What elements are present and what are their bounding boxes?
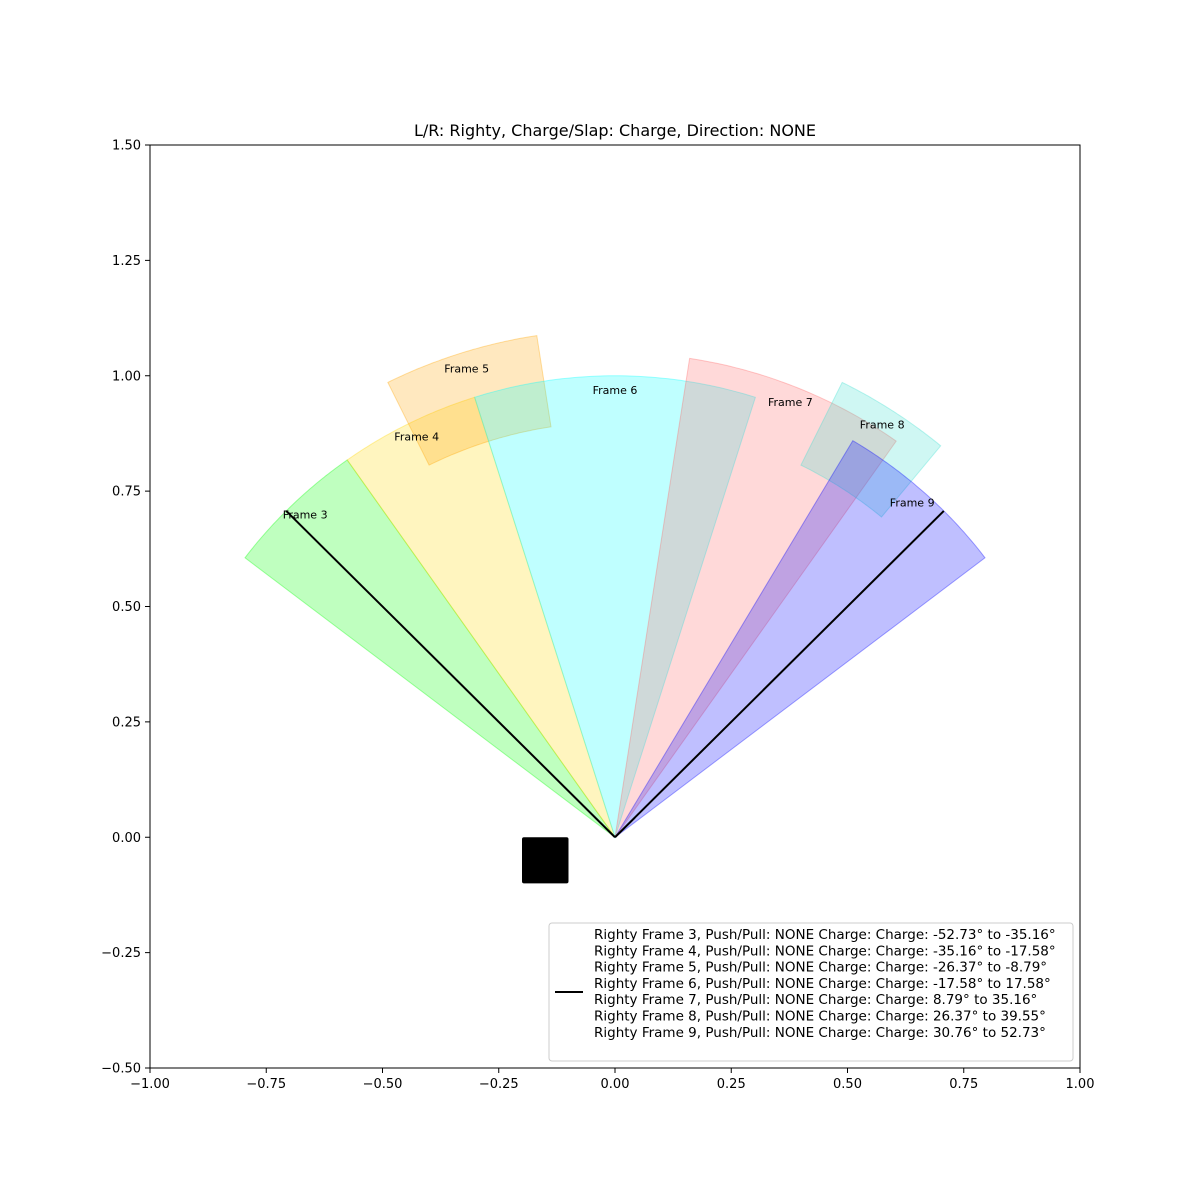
square-marker — [522, 837, 569, 884]
y-axis: −0.50 −0.25 0.00 0.25 0.50 0.75 1.00 1.25 1.50 — [101, 139, 150, 1077]
legend-box — [548, 922, 1074, 1062]
y-tick-label: 1.00 — [112, 369, 141, 384]
frame-wedges — [244, 335, 986, 839]
y-tick-label: 1.25 — [112, 254, 141, 269]
wedge-frame-7 — [614, 357, 897, 838]
legend-entry: Righty Frame 5, Push/Pull: NONE Charge: … — [594, 960, 1047, 976]
y-tick-label: 0.75 — [112, 485, 141, 500]
frame-label-8: Frame 8 — [860, 418, 905, 431]
frame-label-7: Frame 7 — [768, 396, 813, 409]
legend-entry: Righty Frame 7, Push/Pull: NONE Charge: … — [594, 992, 1037, 1008]
y-tick-label: −0.25 — [101, 946, 141, 961]
x-tick-label: −0.50 — [363, 1077, 403, 1092]
frame-label-5: Frame 5 — [444, 363, 489, 376]
wedge-frame-5 — [387, 335, 552, 466]
x-tick-label: −0.75 — [246, 1077, 286, 1092]
frame-labels: Frame 3 Frame 4 Frame 5 Frame 6 Frame 7 Frame… — [283, 363, 935, 522]
x-tick-label: 1.00 — [1066, 1077, 1095, 1092]
frame-label-6: Frame 6 — [593, 384, 638, 397]
x-tick-label: −1.00 — [130, 1077, 170, 1092]
wedge-frame-4 — [346, 396, 616, 838]
x-tick-label: −0.25 — [479, 1077, 519, 1092]
wedge-frame-6 — [473, 375, 757, 839]
x-tick-label: 0.25 — [717, 1077, 746, 1092]
y-tick-label: 1.50 — [112, 139, 141, 154]
y-tick-label: 0.50 — [112, 600, 141, 615]
x-axis: −1.00 −0.75 −0.50 −0.25 0.00 0.25 0.50 0.75 1.00 — [130, 1068, 1094, 1092]
frame-label-4: Frame 4 — [394, 430, 439, 443]
y-tick-label: −0.50 — [101, 1062, 141, 1077]
frame-label-3: Frame 3 — [283, 508, 328, 521]
x-tick-label: 0.00 — [601, 1077, 630, 1092]
legend-entry: Righty Frame 4, Push/Pull: NONE Charge: … — [594, 943, 1056, 959]
y-tick-label: 0.00 — [112, 831, 141, 846]
legend-entry: Righty Frame 9, Push/Pull: NONE Charge: … — [594, 1025, 1046, 1041]
legend: Righty Frame 3, Push/Pull: NONE Charge: … — [548, 922, 1074, 1062]
x-tick-label: 0.50 — [833, 1077, 862, 1092]
legend-entry: Righty Frame 3, Push/Pull: NONE Charge: … — [594, 927, 1056, 943]
wedge-frame-8 — [800, 381, 942, 518]
chart-title: L/R: Righty, Charge/Slap: Charge, Direct… — [414, 121, 816, 140]
wedge-frame-9 — [614, 440, 986, 838]
legend-entry: Righty Frame 6, Push/Pull: NONE Charge: … — [594, 976, 1051, 992]
wedge-frame-3 — [244, 459, 616, 838]
x-tick-label: 0.75 — [949, 1077, 978, 1092]
legend-entry: Righty Frame 8, Push/Pull: NONE Charge: … — [594, 1009, 1046, 1025]
reference-lines — [285, 510, 945, 838]
reference-line-2 — [614, 510, 945, 838]
frame-label-9: Frame 9 — [890, 497, 935, 510]
reference-line-1 — [285, 510, 616, 838]
marker-group — [522, 837, 569, 884]
y-tick-label: 0.25 — [112, 715, 141, 730]
